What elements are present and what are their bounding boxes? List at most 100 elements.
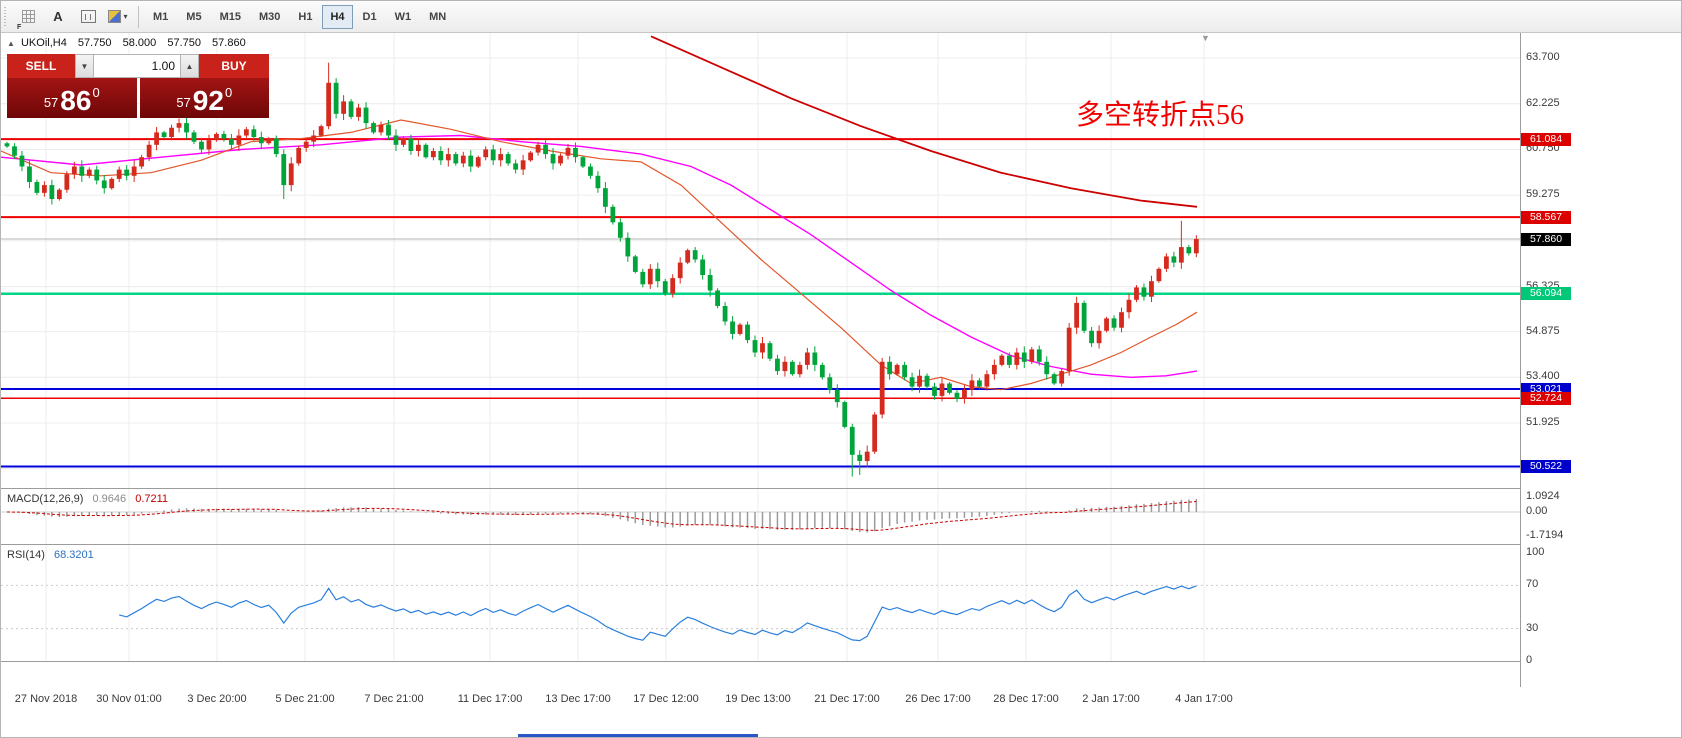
time-tick-label: 7 Dec 21:00 [364, 693, 424, 705]
tf-button-d1[interactable]: D1 [362, 10, 377, 23]
bottom-strip [1, 713, 1681, 737]
buy-price-display[interactable]: 57 92 0 [139, 78, 269, 118]
text-tool-button[interactable]: A [44, 4, 72, 30]
collapse-arrow-icon[interactable]: ▲ [7, 39, 15, 48]
chevron-down-icon: ▾ [123, 12, 128, 21]
grid-icon-f-label: F [17, 23, 22, 31]
time-tick-label: 11 Dec 17:00 [457, 693, 523, 705]
axis-tick-label: 0.00 [1526, 505, 1548, 517]
axis-tick-label: 51.925 [1526, 416, 1560, 429]
sell-price-big: 86 [60, 85, 92, 116]
chart-object-icon [80, 10, 96, 23]
panel-separator[interactable] [1, 488, 1681, 489]
toolbar: F A ▾ M1 M5 M15 M30 H1 H4 D1 W1 MN [1, 1, 1681, 33]
text-tool-icon: A [53, 9, 63, 24]
buy-price-prefix: 57 [176, 95, 191, 110]
one-click-trading-panel: SELL ▼ ▲ BUY 57 86 0 57 92 0 [7, 54, 269, 118]
sell-price-prefix: 57 [43, 95, 59, 110]
volume-increase-button[interactable]: ▲ [180, 54, 199, 78]
rsi-label: RSI(14) 68.3201 [7, 549, 100, 561]
axis-tick-label: 30 [1526, 621, 1539, 634]
price-tag: 56.094 [1521, 287, 1571, 301]
price-axis-separator [1520, 33, 1521, 687]
ohlc-high: 58.000 [122, 37, 157, 49]
chart-workspace: ▲ UKOil,H4 57.750 58.000 57.750 57.860 S… [1, 33, 1681, 737]
grid-icon [21, 10, 35, 23]
axis-tick-label: 62.225 [1526, 96, 1560, 109]
panel-separator [1, 661, 1681, 662]
axis-tick-label: 63.700 [1526, 51, 1560, 63]
sell-button[interactable]: SELL [7, 54, 75, 78]
time-tick-label: 19 Dec 13:00 [725, 693, 791, 705]
panel-separator[interactable] [1, 544, 1681, 545]
tf-button-h4[interactable]: H4 [322, 4, 353, 29]
rsi-canvas[interactable] [1, 545, 1520, 661]
symbol-name: UKOil,H4 [20, 37, 67, 49]
symbol-header: ▲ UKOil,H4 57.750 58.000 57.750 57.860 [7, 37, 246, 49]
time-tick-label: 17 Dec 12:00 [633, 693, 699, 705]
rsi-name: RSI(14) [7, 549, 45, 561]
price-axis[interactable]: 63.700 62.225 60.750 59.275 56.325 54.875 53.4… [1521, 33, 1681, 687]
axis-tick-label: 70 [1526, 578, 1539, 591]
tf-button-m5[interactable]: M5 [186, 10, 202, 23]
time-tick-label: 21 Dec 17:00 [814, 693, 880, 705]
axis-tick-label: 54.875 [1526, 324, 1560, 337]
price-tag: 52.724 [1521, 391, 1571, 405]
macd-canvas[interactable] [1, 489, 1520, 544]
time-tick-label: 5 Dec 21:00 [275, 693, 335, 705]
time-axis[interactable]: 27 Nov 2018 30 Nov 01:00 3 Dec 20:00 5 Dec … [1, 687, 1520, 713]
sell-price-display[interactable]: 57 86 0 [7, 78, 137, 118]
ohlc-open: 57.750 [77, 37, 112, 49]
buy-price-big: 92 [192, 85, 224, 116]
ohlc-close: 57.860 [212, 37, 246, 49]
tf-button-w1[interactable]: W1 [394, 10, 412, 23]
axis-tick-label: 59.275 [1526, 188, 1560, 201]
time-tick-label: 3 Dec 20:00 [187, 693, 247, 705]
rsi-panel[interactable]: RSI(14) 68.3201 [1, 545, 1520, 661]
macd-label: MACD(12,26,9) 0.9646 0.7211 [7, 493, 174, 505]
axis-tick-label: 0 [1526, 654, 1533, 666]
axis-tick-label: 100 [1526, 546, 1545, 558]
time-tick-label: 2 Jan 17:00 [1082, 693, 1140, 705]
chart-shift-marker-icon[interactable]: ▼ [1201, 33, 1210, 43]
tf-button-m1[interactable]: M1 [153, 10, 169, 23]
volume-input[interactable] [94, 54, 180, 78]
tf-button-h1[interactable]: H1 [298, 10, 313, 23]
price-tag: 50.522 [1521, 460, 1571, 474]
macd-value-2: 0.7211 [135, 493, 169, 505]
time-tick-label: 4 Jan 17:00 [1175, 693, 1233, 705]
tf-button-mn[interactable]: MN [429, 10, 447, 23]
axis-tick-label: 1.0924 [1526, 490, 1560, 502]
ohlc-low: 57.750 [167, 37, 201, 49]
toolbar-drag-handle[interactable] [4, 6, 9, 27]
buy-button[interactable]: BUY [199, 54, 269, 78]
macd-panel[interactable]: MACD(12,26,9) 0.9646 0.7211 [1, 489, 1520, 544]
palette-icon [108, 10, 122, 23]
axis-tick-label: -1.7194 [1526, 528, 1564, 541]
main-chart-panel[interactable]: ▲ UKOil,H4 57.750 58.000 57.750 57.860 S… [1, 33, 1520, 488]
price-tag: 61.084 [1521, 132, 1571, 146]
object-tool-button[interactable] [74, 4, 102, 30]
tf-button-m15[interactable]: M15 [219, 10, 241, 23]
price-tag: 58.567 [1521, 210, 1571, 224]
grid-tool-button[interactable]: F [14, 4, 42, 31]
macd-name: MACD(12,26,9) [7, 493, 84, 505]
chevron-down-icon: ▼ [80, 61, 89, 71]
chart-text-annotation: 多空转折点56 [1076, 100, 1245, 131]
price-tag: 57.860 [1521, 232, 1571, 246]
volume-decrease-button[interactable]: ▼ [75, 54, 94, 78]
macd-value-1: 0.9646 [92, 493, 127, 505]
time-tick-label: 28 Dec 17:00 [993, 693, 1059, 705]
style-tool-button[interactable]: ▾ [104, 4, 132, 30]
main-chart-canvas[interactable] [1, 33, 1520, 488]
time-tick-label: 13 Dec 17:00 [545, 693, 611, 705]
tf-button-m30[interactable]: M30 [258, 10, 281, 23]
time-tick-label: 30 Nov 01:00 [96, 693, 162, 705]
taskbar-peek [518, 734, 758, 737]
chevron-up-icon: ▲ [185, 61, 194, 71]
rsi-value: 68.3201 [53, 549, 94, 561]
time-tick-label: 26 Dec 17:00 [905, 693, 971, 705]
sell-price-sup: 0 [92, 85, 100, 100]
toolbar-separator [138, 5, 139, 28]
